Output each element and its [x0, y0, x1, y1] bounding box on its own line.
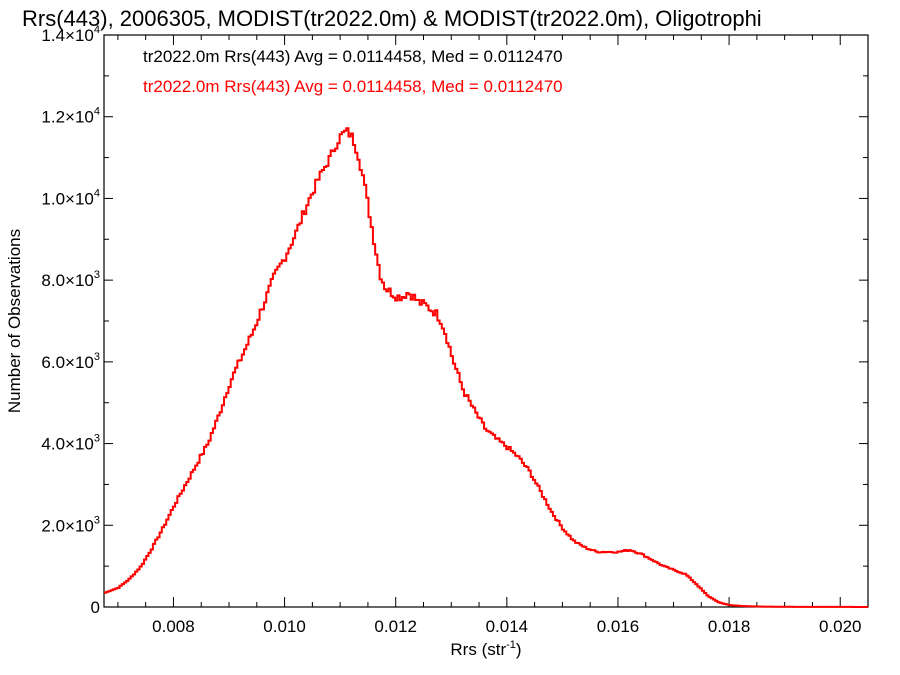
y-tick-label-exponent: 3 [94, 433, 100, 445]
y-tick-label-exponent: 3 [94, 351, 100, 363]
y-tick-label: 4.0×103 [41, 433, 100, 454]
x-axis-label-unit-sup: -1 [506, 639, 516, 651]
y-tick-label: 8.0×103 [41, 269, 100, 290]
y-tick-label-mantissa: 6.0×10 [41, 353, 93, 372]
y-tick-label-exponent: 3 [94, 269, 100, 281]
histogram-series-line [104, 127, 868, 608]
y-tick-label: 1.0×104 [41, 187, 100, 208]
y-axis: 02.0×1034.0×1036.0×1038.0×1031.0×1041.2×… [41, 24, 868, 617]
y-tick-label-mantissa: 8.0×10 [41, 271, 93, 290]
y-tick-label-exponent: 4 [94, 24, 100, 36]
y-tick-label-mantissa: 2.0×10 [41, 516, 93, 535]
x-tick-label: 0.008 [152, 617, 195, 636]
y-axis-label: Number of Observations [5, 229, 24, 413]
x-tick-label: 0.016 [597, 617, 640, 636]
y-tick-label-mantissa: 1.4×10 [41, 26, 93, 45]
x-tick-label: 0.018 [708, 617, 751, 636]
series-group [104, 127, 868, 608]
x-axis-label: Rrs (str-1) [450, 639, 521, 659]
y-tick-label: 6.0×103 [41, 351, 100, 372]
x-axis: 0.008 0.010 0.012 0.014 0.016 0.018 0.020 [117, 35, 862, 636]
y-tick-label-exponent: 3 [94, 514, 100, 526]
x-axis-label-main: Rrs (str [450, 640, 506, 659]
x-tick-label: 0.014 [486, 617, 529, 636]
y-tick-label-exponent: 4 [94, 187, 100, 199]
y-tick-label-mantissa: 1.0×10 [41, 189, 93, 208]
x-tick-label: 0.012 [374, 617, 417, 636]
stats-annotations: tr2022.0m Rrs(443) Avg = 0.0114458, Med … [143, 47, 563, 96]
x-axis-label-close: ) [516, 640, 522, 659]
y-tick-label-mantissa: 4.0×10 [41, 435, 93, 454]
x-tick-label: 0.020 [819, 617, 862, 636]
plot-frame [103, 34, 869, 608]
chart-title: Rrs(443), 2006305, MODIST(tr2022.0m) & M… [22, 6, 762, 31]
y-tick-label: 1.4×104 [41, 24, 100, 45]
y-tick-label: 2.0×103 [41, 514, 100, 535]
y-tick-label: 0 [91, 598, 100, 617]
stats-annotation-red: tr2022.0m Rrs(443) Avg = 0.0114458, Med … [143, 77, 563, 96]
x-tick-label: 0.010 [263, 617, 306, 636]
y-tick-label: 1.2×104 [41, 106, 100, 127]
y-tick-label-exponent: 4 [94, 106, 100, 118]
y-tick-label-mantissa: 1.2×10 [41, 108, 93, 127]
stats-annotation-black: tr2022.0m Rrs(443) Avg = 0.0114458, Med … [143, 47, 563, 66]
